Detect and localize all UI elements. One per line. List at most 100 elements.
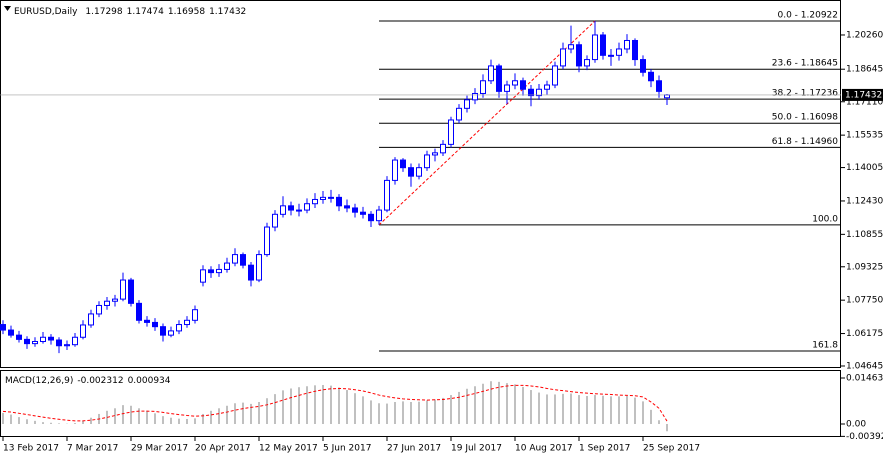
candle-body [120, 279, 126, 300]
candle-body [112, 298, 118, 302]
candle-body [376, 209, 382, 222]
x-tick-label: 5 Jun 2017 [323, 444, 371, 454]
candle-body [520, 80, 526, 90]
candle-body [464, 99, 470, 109]
candle-body [664, 94, 670, 99]
candle-body [504, 84, 510, 92]
y-tick-label: 1.17110 [846, 97, 883, 107]
menu-arrow[interactable] [4, 6, 11, 11]
candle-body [320, 196, 326, 200]
candle-body [248, 264, 254, 281]
candle-body [16, 334, 22, 340]
candle-body [72, 336, 78, 346]
candle-body [568, 44, 574, 50]
candle-body [640, 59, 646, 73]
candle-body [8, 329, 14, 336]
candle-body [512, 80, 518, 86]
candle-body [256, 254, 262, 281]
candle-body [264, 226, 270, 256]
candle-body [40, 336, 46, 343]
fib-label: 38.2 - 1.17236 [772, 89, 838, 99]
y-tick-label: 1.15535 [846, 131, 883, 141]
candle-body [48, 336, 54, 341]
x-tick-label: 13 Feb 2017 [3, 444, 59, 454]
x-tick-label: 19 Jul 2017 [451, 444, 502, 454]
close: 1.17432 [209, 7, 246, 17]
candle-body [152, 321, 158, 328]
candle-body [296, 209, 302, 212]
candle-body [144, 319, 150, 323]
y-tick-label: 1.04645 [846, 361, 883, 371]
x-tick-label: 25 Sep 2017 [643, 444, 700, 454]
candle-body [344, 205, 350, 209]
y-tick-label: 1.10855 [846, 230, 883, 240]
candle-body [240, 254, 246, 266]
y-tick-label: 0.00 [846, 420, 866, 430]
fib-label: 50.0 - 1.16098 [772, 113, 838, 123]
candle-body [88, 313, 94, 326]
candle-body [224, 262, 230, 270]
candle-body [128, 279, 134, 304]
candle-body [624, 39, 630, 50]
candle-body [136, 302, 142, 321]
candle-body [232, 254, 238, 264]
candle-body [192, 309, 198, 321]
candle-body [336, 196, 342, 207]
candle-body [104, 300, 110, 306]
candle-body [96, 304, 102, 315]
x-tick-label: 7 Mar 2017 [67, 444, 118, 454]
candle-body [56, 339, 62, 347]
candle-body [536, 88, 542, 97]
candle-body [456, 107, 462, 121]
candle-body [424, 154, 430, 169]
x-tick-label: 20 Apr 2017 [195, 444, 251, 454]
candle-body [352, 207, 358, 213]
candle-body [272, 213, 278, 228]
fib-label: 23.6 - 1.18645 [772, 59, 838, 69]
y-tick-label: 1.14005 [846, 163, 883, 173]
x-tick-label: 29 Mar 2017 [131, 444, 188, 454]
candle-body [176, 324, 182, 332]
current-price-label: 1.17432 [845, 90, 882, 100]
candle-body [208, 269, 214, 274]
y-tick-label: 1.20260 [846, 30, 883, 40]
candle-body [0, 324, 6, 331]
macd-frame [0, 370, 841, 437]
chart-header: EURUSD,Daily 1.17298 1.17474 1.16958 1.17432 [14, 7, 246, 17]
candle-body [200, 269, 206, 283]
x-tick-label: 27 Jun 2017 [387, 444, 441, 454]
candle-body [400, 159, 406, 169]
candle-body [440, 143, 446, 154]
candle-body [416, 167, 422, 177]
x-tick-label: 1 Sep 2017 [579, 444, 630, 454]
low: 1.16958 [168, 7, 205, 17]
candle-body [64, 344, 70, 347]
signal-line [2, 384, 668, 422]
candle-body [288, 205, 294, 211]
candle-body [656, 80, 662, 92]
candle-body [448, 119, 454, 145]
macd-title: MACD(12,26,9) [5, 376, 73, 386]
candle-body [584, 59, 590, 67]
candle-body [608, 54, 614, 57]
macd-header: MACD(12,26,9) -0.002312 0.000934 [5, 376, 171, 386]
candle-body [488, 65, 494, 82]
main-frame [0, 0, 841, 368]
candle-body [312, 198, 318, 205]
candle-body [552, 65, 558, 86]
candle-body [560, 48, 566, 67]
fib-label: 100.0 [812, 214, 838, 224]
fib-label: 61.8 - 1.14960 [772, 137, 838, 147]
candle-body [632, 39, 638, 61]
candle-body [168, 330, 174, 336]
y-tick-label: 1.18645 [846, 65, 883, 75]
candle-body [592, 34, 598, 61]
candle-body [472, 92, 478, 101]
signal-value: 0.000934 [128, 376, 171, 386]
candle-body [648, 71, 654, 82]
y-tick-label: -0.003929 [846, 432, 883, 442]
candle-body [528, 88, 534, 97]
open: 1.17298 [85, 7, 122, 17]
